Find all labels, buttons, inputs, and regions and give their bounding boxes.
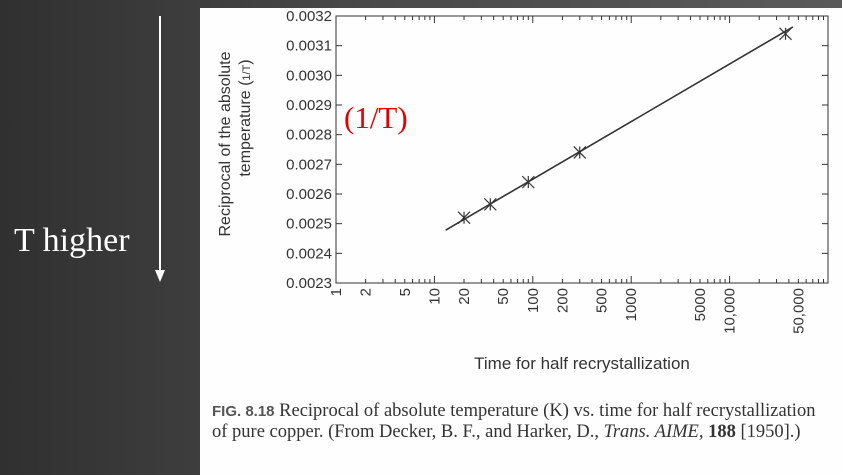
x-tick-label: 50 bbox=[495, 288, 512, 305]
y-tick-label: 0.0023 bbox=[286, 275, 332, 292]
caption-fig-label: FIG. 8.18 bbox=[212, 403, 275, 420]
y-tick-label: 0.0026 bbox=[286, 186, 332, 203]
t-higher-label: T higher bbox=[14, 222, 130, 259]
data-point-marker bbox=[483, 197, 497, 211]
caption-volume: 188 bbox=[708, 422, 736, 442]
y-tick-label: 0.0027 bbox=[286, 156, 332, 173]
data-point-marker bbox=[573, 146, 587, 159]
figure-caption: FIG. 8.18 Reciprocal of absolute tempera… bbox=[212, 401, 832, 443]
figure-panel bbox=[200, 8, 842, 475]
y-tick-label: 0.0025 bbox=[286, 216, 332, 233]
down-arrow-icon bbox=[155, 16, 165, 282]
data-point-marker bbox=[521, 175, 535, 189]
fit-line bbox=[445, 26, 794, 231]
x-tick-label: 10 bbox=[426, 288, 443, 305]
data-point-marker bbox=[457, 211, 471, 225]
y-tick-label: 0.0024 bbox=[286, 245, 332, 262]
x-tick-label: 10,000 bbox=[722, 288, 739, 334]
ticks-layer bbox=[335, 15, 828, 284]
x-tick-label: 5000 bbox=[692, 288, 709, 321]
y-tick-label: 0.0031 bbox=[286, 38, 332, 55]
caption-text-3: [1950].) bbox=[735, 422, 801, 442]
y-tick-label: 0.0028 bbox=[286, 127, 332, 144]
x-axis-title: Time for half recrystallization bbox=[474, 354, 690, 373]
reciprocal-overlay-label: (1/T) bbox=[344, 100, 408, 135]
data-layer bbox=[445, 26, 794, 231]
y-axis-title-line1: Reciprocal of the absolute bbox=[217, 51, 234, 236]
data-point-marker bbox=[779, 27, 792, 41]
x-tick-label: 2 bbox=[358, 288, 375, 296]
x-tick-label: 5 bbox=[397, 288, 414, 296]
y-tick-label: 0.0029 bbox=[286, 97, 332, 114]
x-tick-label: 100 bbox=[525, 288, 542, 313]
y-tick-label: 0.0030 bbox=[286, 67, 332, 84]
labels-layer: 0.0023 0.0024 0.0025 0.0026 0.0027 0.0028 0.00… bbox=[286, 8, 807, 334]
x-tick-label: 200 bbox=[554, 288, 571, 313]
y-axis-title-line2: temperature (1/T) bbox=[237, 59, 254, 176]
y-tick-label: 0.0032 bbox=[286, 8, 332, 25]
x-tick-label: 20 bbox=[456, 288, 473, 305]
caption-journal: Trans. AIME bbox=[603, 422, 699, 442]
plot-frame bbox=[335, 15, 829, 284]
caption-text-2: , bbox=[698, 422, 709, 442]
x-tick-label: 50,000 bbox=[790, 288, 807, 334]
x-tick-label: 1000 bbox=[623, 288, 640, 321]
x-tick-label: 1 bbox=[328, 288, 345, 296]
x-tick-label: 500 bbox=[594, 288, 611, 313]
caption-text-1: Reciprocal of absolute temperature (K) v… bbox=[212, 401, 816, 442]
